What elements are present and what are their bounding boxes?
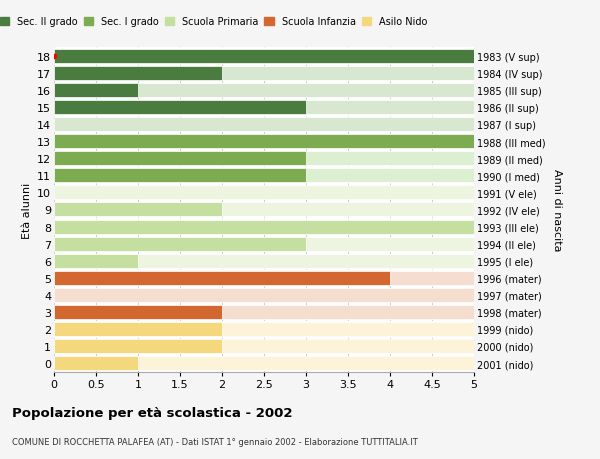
Bar [54,203,222,217]
Bar [54,322,222,336]
Bar [54,339,474,353]
Bar [54,254,138,268]
Bar [54,135,474,149]
Bar [54,67,222,81]
Y-axis label: Anni di nascita: Anni di nascita [552,169,562,251]
Bar [54,271,390,285]
Bar [54,84,138,98]
Bar [54,305,222,319]
Bar [54,237,474,251]
Bar [54,152,474,166]
Bar [54,50,474,64]
Legend: Sec. II grado, Sec. I grado, Scuola Primaria, Scuola Infanzia, Asilo Nido: Sec. II grado, Sec. I grado, Scuola Prim… [0,17,428,28]
Bar [54,237,306,251]
Bar [54,101,474,115]
Bar [54,118,474,132]
Text: Popolazione per età scolastica - 2002: Popolazione per età scolastica - 2002 [12,406,293,419]
Bar [54,50,474,64]
Bar [54,356,474,370]
Bar [54,169,474,183]
Bar [54,288,474,302]
Bar [54,220,474,234]
Bar [54,152,306,166]
Bar [54,101,306,115]
Bar [54,322,474,336]
Bar [54,254,474,268]
Bar [54,220,474,234]
Bar [54,135,474,149]
Text: COMUNE DI ROCCHETTA PALAFEA (AT) - Dati ISTAT 1° gennaio 2002 - Elaborazione TUT: COMUNE DI ROCCHETTA PALAFEA (AT) - Dati … [12,437,418,446]
Bar [54,339,222,353]
Bar [54,271,474,285]
Y-axis label: Età alunni: Età alunni [22,182,32,238]
Bar [54,305,474,319]
Bar [54,67,474,81]
Bar [54,203,474,217]
Bar [54,169,306,183]
Bar [54,356,138,370]
Bar [54,186,474,200]
Bar [54,84,474,98]
